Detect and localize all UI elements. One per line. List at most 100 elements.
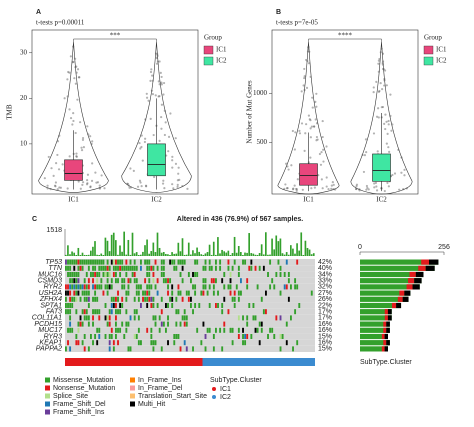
mutation-cell bbox=[92, 284, 94, 290]
gene-label: RYR3 bbox=[44, 333, 63, 340]
mutation-cell bbox=[194, 284, 197, 290]
gene-label: PAPPA2 bbox=[36, 346, 62, 353]
top-bar bbox=[212, 241, 215, 256]
percent-label: 26% bbox=[318, 296, 332, 303]
mutation-cell bbox=[108, 340, 111, 346]
legend-label: Missense_Mutation bbox=[53, 377, 113, 384]
jitter-point bbox=[56, 153, 59, 157]
jitter-point bbox=[384, 127, 387, 131]
gene-label: TTN bbox=[48, 265, 63, 272]
legend-swatch bbox=[203, 56, 214, 66]
gene-bar bbox=[360, 346, 388, 352]
mutation-cell bbox=[85, 315, 88, 321]
mutation-cell bbox=[112, 259, 115, 265]
mutation-cell bbox=[67, 284, 69, 290]
mutation-cell bbox=[90, 259, 92, 265]
jitter-point bbox=[315, 139, 318, 142]
top-bar bbox=[69, 254, 71, 256]
jitter-point bbox=[315, 92, 318, 95]
top-bar bbox=[169, 254, 171, 256]
mutation-cell bbox=[115, 321, 117, 327]
top-bar bbox=[106, 240, 109, 256]
jitter-point bbox=[76, 98, 79, 101]
mutation-cell bbox=[165, 327, 167, 333]
jitter-point bbox=[309, 119, 312, 122]
jitter-point bbox=[157, 80, 160, 83]
jitter-point bbox=[377, 107, 380, 110]
gene-label: PCDH15 bbox=[34, 321, 62, 328]
mutation-cell bbox=[283, 272, 286, 277]
gene-label: SPTA1 bbox=[40, 302, 62, 309]
mutation-cell bbox=[135, 290, 138, 296]
mutation-cell bbox=[231, 340, 234, 346]
legend-label: In_Frame_Del bbox=[138, 385, 183, 392]
jitter-point bbox=[73, 77, 76, 80]
mutation-cell bbox=[292, 346, 294, 352]
mutation-cell bbox=[237, 296, 240, 302]
mutation-cell bbox=[83, 309, 86, 315]
top-bar bbox=[83, 254, 86, 256]
mutation-cell bbox=[104, 303, 107, 308]
top-bar bbox=[217, 237, 219, 256]
gene-bar-tail bbox=[386, 321, 390, 327]
mutation-cell bbox=[229, 290, 232, 296]
legend-label: Translation_Start_Site bbox=[138, 393, 207, 400]
row-background bbox=[65, 321, 315, 328]
legend-swatch bbox=[130, 385, 135, 391]
row-background bbox=[65, 271, 315, 278]
mutation-cell bbox=[92, 272, 94, 277]
jitter-point bbox=[308, 118, 311, 121]
mutation-cell bbox=[94, 259, 97, 265]
mutation-cell bbox=[185, 321, 188, 327]
legend-swatch bbox=[212, 387, 216, 391]
jitter-point bbox=[91, 162, 94, 165]
mutation-cell bbox=[100, 259, 103, 265]
mutation-cell bbox=[133, 265, 136, 271]
jitter-point bbox=[171, 166, 174, 169]
legend-swatch bbox=[45, 409, 50, 415]
significance-bracket bbox=[73, 38, 157, 42]
jitter-point bbox=[167, 150, 170, 153]
jitter-point bbox=[305, 123, 308, 126]
mutation-cell bbox=[79, 284, 82, 290]
mutation-cell bbox=[106, 278, 109, 284]
jitter-point bbox=[176, 183, 179, 186]
mutation-cell bbox=[135, 265, 138, 271]
mutation-cell bbox=[83, 315, 86, 321]
mutation-cell bbox=[125, 265, 128, 271]
mutation-cell bbox=[121, 321, 124, 327]
mutation-cell bbox=[290, 315, 292, 321]
jitter-point bbox=[158, 95, 161, 98]
jitter-point bbox=[162, 81, 166, 85]
jitter-point bbox=[381, 88, 384, 91]
mutation-cell bbox=[215, 259, 217, 265]
jitter-point bbox=[162, 179, 165, 182]
mutation-cell bbox=[160, 296, 163, 302]
jitter-point bbox=[126, 182, 129, 185]
jitter-point bbox=[294, 131, 297, 134]
jitter-point bbox=[319, 163, 323, 166]
mutation-cell bbox=[233, 259, 236, 265]
mutation-cell bbox=[83, 290, 86, 296]
row-background bbox=[65, 339, 315, 346]
jitter-point bbox=[355, 185, 358, 188]
top-bar bbox=[140, 254, 142, 256]
mutation-cell bbox=[162, 272, 165, 277]
mutation-cell bbox=[102, 272, 105, 277]
top-bar bbox=[273, 249, 275, 256]
mutation-cell bbox=[196, 272, 199, 277]
jitter-point bbox=[176, 179, 179, 182]
mutation-cell bbox=[271, 327, 274, 333]
jitter-point bbox=[377, 116, 380, 119]
mutation-cell bbox=[229, 284, 232, 290]
mutation-cell bbox=[87, 321, 90, 327]
mutation-cell bbox=[106, 265, 109, 271]
jitter-point bbox=[89, 135, 92, 138]
jitter-point bbox=[98, 187, 102, 190]
jitter-point bbox=[365, 184, 369, 188]
mutation-cell bbox=[123, 265, 126, 271]
mutation-cell bbox=[135, 334, 138, 339]
mutation-cell bbox=[77, 327, 80, 333]
mutation-cell bbox=[229, 278, 232, 284]
mutation-cell bbox=[248, 265, 251, 271]
